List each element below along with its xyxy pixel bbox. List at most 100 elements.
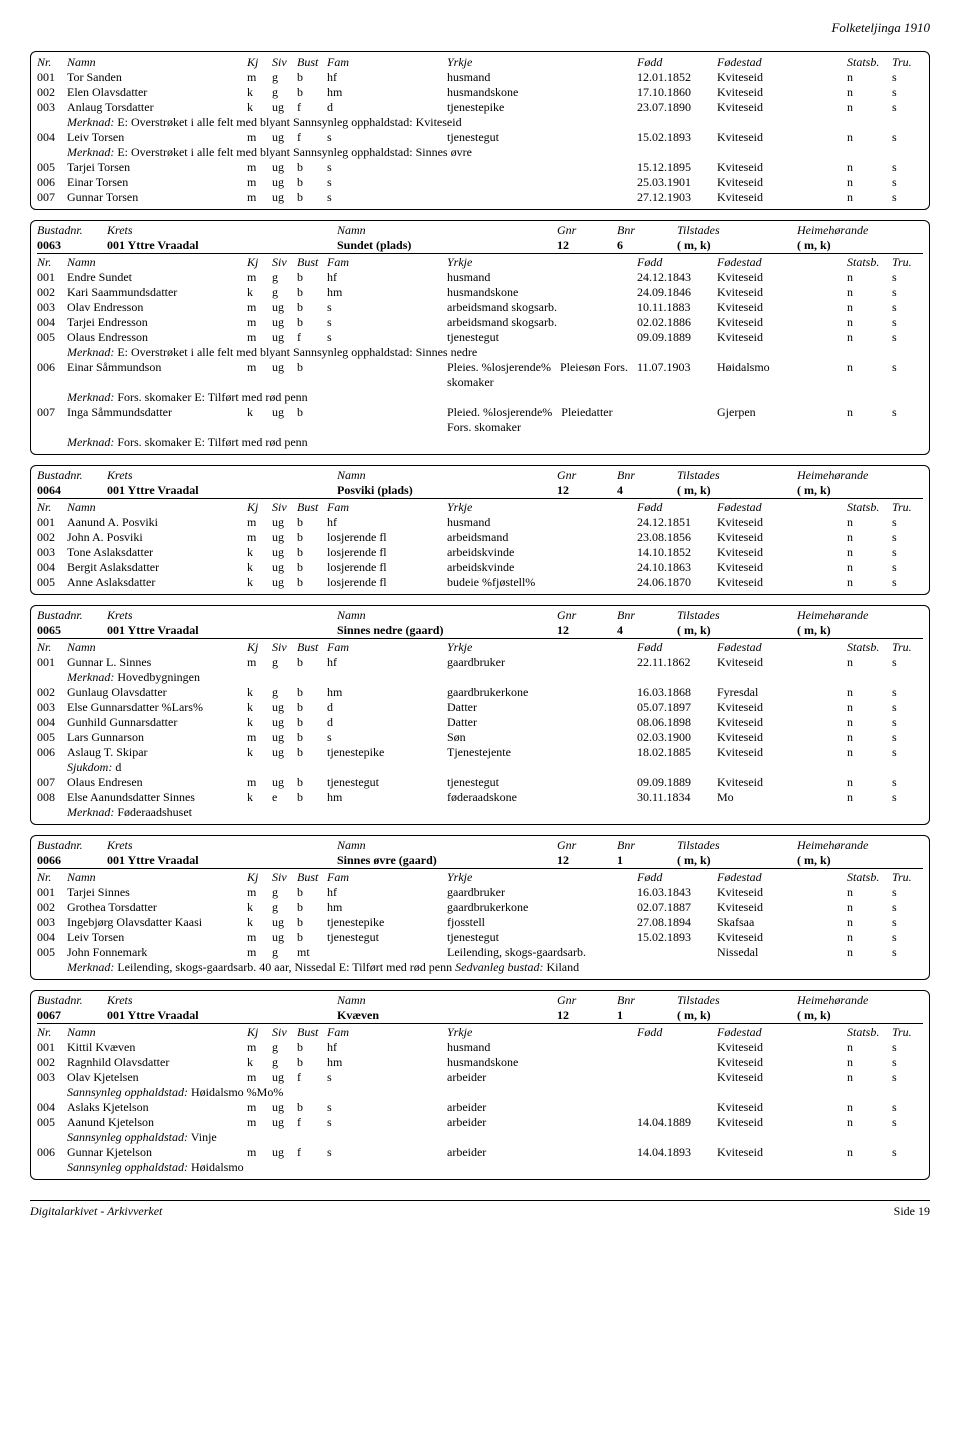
p-sb: n (847, 70, 892, 85)
bustad-nr: 0065 (37, 623, 107, 638)
col-siv: Siv (272, 55, 297, 70)
p-yrkje: arbeidsmand skogsarb. (447, 315, 637, 330)
p-fam: s (327, 1070, 447, 1085)
p-fodd (637, 1070, 717, 1085)
p-nr: 004 (37, 130, 67, 145)
col-kj: Kj (247, 255, 272, 270)
p-nr: 005 (37, 160, 67, 175)
p-fam: losjerende fl (327, 545, 447, 560)
p-siv: ug (272, 775, 297, 790)
p-sb: n (847, 270, 892, 285)
p-fam: tjenestegut (327, 930, 447, 945)
bustad-krets-label: Krets (107, 608, 207, 623)
bustad-krets-label: Krets (107, 993, 207, 1008)
p-sted: Gjerpen (717, 405, 847, 435)
bustad-gnr: 12 (557, 483, 617, 498)
p-fam: hf (327, 1040, 447, 1055)
p-siv: g (272, 1055, 297, 1070)
sann-row: Sannsynleg opphaldstad: Høidalsmo (37, 1160, 923, 1175)
p-tr: s (892, 405, 922, 435)
p-tr: s (892, 560, 922, 575)
p-nr: 001 (37, 515, 67, 530)
p-bust: b (297, 575, 327, 590)
p-namn: Einar Såmmundson (67, 360, 247, 390)
p-sb: n (847, 360, 892, 390)
p-yrkje: arbeider (447, 1070, 637, 1085)
p-kj: m (247, 1040, 272, 1055)
person-row: 002 Gunlaug Olavsdatter k g b hm gaardbr… (37, 685, 923, 700)
merknad-row: Merknad: E: Overstrøket i alle felt med … (37, 115, 923, 130)
p-bust: b (297, 175, 327, 190)
p-sted: Kviteseid (717, 1070, 847, 1085)
p-sted: Kviteseid (717, 655, 847, 670)
p-sb: n (847, 1040, 892, 1055)
p-tr: s (892, 655, 922, 670)
p-bust: b (297, 545, 327, 560)
p-yrkje: Leilending, skogs-gaardsarb. (447, 945, 637, 960)
bustad-data-row: 0063 001 Yttre Vraadal Sundet (plads) 12… (37, 238, 923, 253)
col-kj: Kj (247, 55, 272, 70)
p-fodd: 09.09.1889 (637, 330, 717, 345)
p-sb: n (847, 85, 892, 100)
person-row: 006 Gunnar Kjetelson m ug f s arbeider 1… (37, 1145, 923, 1160)
p-nr: 003 (37, 700, 67, 715)
p-tr: s (892, 100, 922, 115)
p-yrkje: gaardbrukerkone (447, 685, 637, 700)
p-sb: n (847, 545, 892, 560)
p-tr: s (892, 945, 922, 960)
p-siv: ug (272, 1115, 297, 1130)
p-nr: 005 (37, 1115, 67, 1130)
col-tru: Tru. (892, 870, 922, 885)
p-namn: Else Aanundsdatter Sinnes (67, 790, 247, 805)
person-header-row: Nr. Namn Kj Siv Bust Fam Yrkje Fødd Føde… (37, 1023, 923, 1040)
bustad-krets: 001 Yttre Vraadal (107, 238, 337, 253)
p-sb: n (847, 775, 892, 790)
p-sted: Kviteseid (717, 85, 847, 100)
p-siv: ug (272, 130, 297, 145)
p-fam: d (327, 100, 447, 115)
p-fam (327, 945, 447, 960)
person-row: 002 John A. Posviki m ug b losjerende fl… (37, 530, 923, 545)
p-bust: b (297, 315, 327, 330)
p-nr: 005 (37, 330, 67, 345)
bustad-til: ( m, k) (677, 238, 797, 253)
p-fam: hm (327, 900, 447, 915)
p-yrkje: arbeider (447, 1115, 637, 1130)
bustad-krets: 001 Yttre Vraadal (107, 623, 337, 638)
p-fodd: 22.11.1862 (637, 655, 717, 670)
bustad-bnr-label: Bustadnr. (37, 608, 107, 623)
bustad-bnr: 6 (617, 238, 677, 253)
p-namn: Inga Såmmundsdatter (67, 405, 247, 435)
person-row: 002 Ragnhild Olavsdatter k g b hm husman… (37, 1055, 923, 1070)
p-tr: s (892, 575, 922, 590)
col-fodestad: Fødestad (717, 500, 847, 515)
p-namn: Aanund Kjetelson (67, 1115, 247, 1130)
person-row: 004 Bergit Aslaksdatter k ug b losjerend… (37, 560, 923, 575)
p-fodd: 18.02.1885 (637, 745, 717, 760)
person-row: 001 Aanund A. Posviki m ug b hf husmand … (37, 515, 923, 530)
p-bust: b (297, 915, 327, 930)
col-fodestad: Fødestad (717, 255, 847, 270)
p-siv: ug (272, 1070, 297, 1085)
p-nr: 003 (37, 300, 67, 315)
col-bust: Bust (297, 870, 327, 885)
col-bust: Bust (297, 1025, 327, 1040)
p-fam: losjerende fl (327, 530, 447, 545)
p-fodd (637, 1040, 717, 1055)
p-fodd: 25.03.1901 (637, 175, 717, 190)
person-header-row: Nr. Namn Kj Siv Bust Fam Yrkje Fødd Føde… (37, 638, 923, 655)
p-nr: 002 (37, 285, 67, 300)
col-namn: Namn (67, 255, 247, 270)
p-bust: f (297, 130, 327, 145)
p-siv: ug (272, 330, 297, 345)
p-nr: 002 (37, 530, 67, 545)
bustad-nr: 0063 (37, 238, 107, 253)
p-sb: n (847, 515, 892, 530)
p-tr: s (892, 1055, 922, 1070)
col-statsb: Statsb. (847, 1025, 892, 1040)
p-kj: m (247, 130, 272, 145)
p-sb: n (847, 560, 892, 575)
p-sted: Kviteseid (717, 1100, 847, 1115)
p-fodd: 15.02.1893 (637, 130, 717, 145)
p-fam: d (327, 715, 447, 730)
